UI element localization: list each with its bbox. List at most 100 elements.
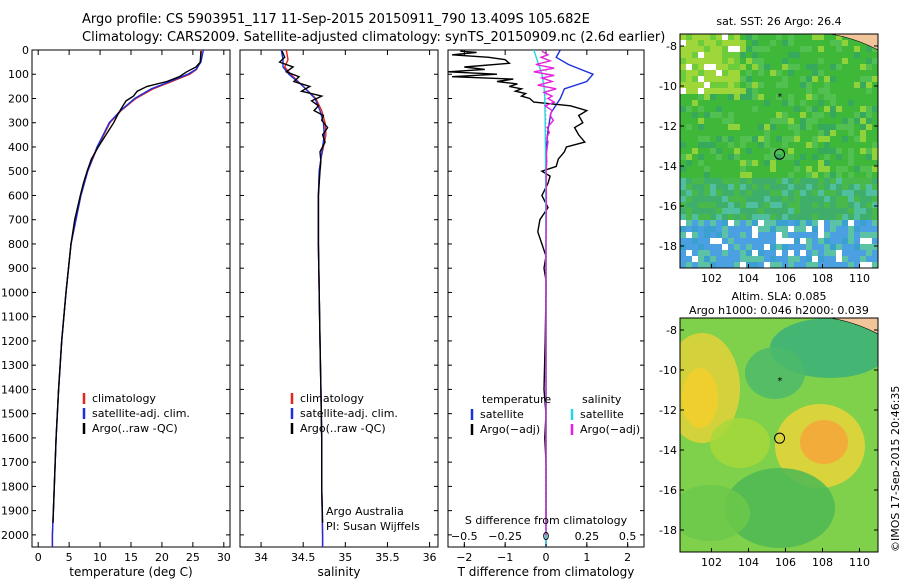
sst-cell bbox=[698, 100, 704, 106]
sst-cell bbox=[704, 184, 710, 190]
sst-cell bbox=[830, 118, 836, 124]
temperature-xtick-label: 10 bbox=[93, 551, 107, 564]
sst-cell bbox=[776, 172, 782, 178]
sst-cell bbox=[818, 238, 824, 244]
sst-cell bbox=[746, 112, 752, 118]
sst-cell bbox=[740, 142, 746, 148]
sst-cell bbox=[776, 70, 782, 76]
sst-cell bbox=[866, 58, 872, 64]
figure-title-line-1: Argo profile: CS 5903951_117 11-Sep-2015… bbox=[82, 12, 590, 27]
sst-cell bbox=[818, 196, 824, 202]
sst-cell bbox=[842, 46, 848, 52]
sst-cell bbox=[782, 220, 788, 226]
sst-cell bbox=[812, 76, 818, 82]
sst-cell bbox=[758, 46, 764, 52]
sst-cell bbox=[776, 262, 782, 268]
sst-cell bbox=[824, 64, 830, 70]
sst-cell bbox=[818, 124, 824, 130]
sst-cell bbox=[866, 88, 872, 94]
sst-cell bbox=[716, 112, 722, 118]
sst-cell bbox=[794, 76, 800, 82]
sst-cell bbox=[776, 190, 782, 196]
sst-cell bbox=[782, 202, 788, 208]
s-axis-tick-label: −0.25 bbox=[488, 530, 522, 543]
legend-label: climatology bbox=[92, 392, 156, 405]
sst-cell bbox=[860, 82, 866, 88]
sst-cell bbox=[812, 190, 818, 196]
sst-cell bbox=[716, 178, 722, 184]
annotation-line: PI: Susan Wijffels bbox=[326, 520, 420, 533]
sst-cell bbox=[842, 208, 848, 214]
sst-cell bbox=[764, 154, 770, 160]
sst-cell bbox=[830, 166, 836, 172]
sst-cell bbox=[794, 100, 800, 106]
sst-cell bbox=[722, 64, 728, 70]
sst-cell bbox=[788, 226, 794, 232]
depth-tick-label: 200 bbox=[8, 92, 29, 105]
sst-cell bbox=[746, 250, 752, 256]
sst-cell bbox=[782, 58, 788, 64]
sst-cell bbox=[758, 100, 764, 106]
sst-cell bbox=[722, 34, 728, 40]
sst-cell bbox=[710, 208, 716, 214]
sst-cell bbox=[788, 100, 794, 106]
sst-cell bbox=[782, 214, 788, 220]
sst-cell bbox=[818, 58, 824, 64]
sst-cell bbox=[758, 178, 764, 184]
sst-cell bbox=[848, 196, 854, 202]
sst-cell bbox=[746, 124, 752, 130]
sst-cell bbox=[818, 226, 824, 232]
sst-cell bbox=[800, 112, 806, 118]
sst-cell bbox=[740, 148, 746, 154]
sst-cell bbox=[734, 136, 740, 142]
sst-cell bbox=[704, 238, 710, 244]
sst-cell bbox=[842, 256, 848, 262]
sst-cell bbox=[788, 52, 794, 58]
sst-cell bbox=[752, 178, 758, 184]
sst-cell bbox=[764, 148, 770, 154]
sst-cell bbox=[794, 58, 800, 64]
sst-cell bbox=[692, 106, 698, 112]
sst-cell bbox=[866, 208, 872, 214]
annotation-line: Argo Australia bbox=[326, 505, 404, 518]
sst-cell bbox=[770, 226, 776, 232]
sst-cell bbox=[716, 64, 722, 70]
sst-cell bbox=[824, 46, 830, 52]
sst-cell bbox=[686, 244, 692, 250]
sst-cell bbox=[758, 166, 764, 172]
sst-cell bbox=[818, 40, 824, 46]
sst-cell bbox=[812, 58, 818, 64]
sst-cell bbox=[722, 94, 728, 100]
sst-cell bbox=[764, 40, 770, 46]
sst-cell bbox=[824, 142, 830, 148]
temperature-xtick-label: 0 bbox=[35, 551, 42, 564]
sst-cell bbox=[836, 208, 842, 214]
sst-cell bbox=[686, 112, 692, 118]
sst-cell bbox=[716, 88, 722, 94]
sst-cell bbox=[806, 190, 812, 196]
sst-cell bbox=[740, 52, 746, 58]
sst-cell bbox=[746, 166, 752, 172]
sst-cell bbox=[782, 142, 788, 148]
sst-cell bbox=[758, 208, 764, 214]
legend-label: Argo(..raw -QC) bbox=[300, 422, 386, 435]
sst-map-xtick-label: 110 bbox=[849, 272, 870, 285]
sst-cell bbox=[800, 58, 806, 64]
sst-cell bbox=[722, 262, 728, 268]
sst-cell bbox=[716, 262, 722, 268]
sst-cell bbox=[680, 238, 686, 244]
sst-cell bbox=[734, 190, 740, 196]
sst-cell bbox=[848, 40, 854, 46]
sst-cell bbox=[752, 232, 758, 238]
sst-cell bbox=[686, 214, 692, 220]
sst-cell bbox=[722, 160, 728, 166]
sst-cell bbox=[842, 178, 848, 184]
sst-cell bbox=[794, 220, 800, 226]
sst-map-xtick-label: 104 bbox=[738, 272, 759, 285]
sst-cell bbox=[746, 142, 752, 148]
temperature-series-argo-raw-qc- bbox=[52, 51, 202, 523]
sst-cell bbox=[698, 262, 704, 268]
sst-cell bbox=[812, 142, 818, 148]
sst-cell bbox=[794, 112, 800, 118]
sst-cell bbox=[830, 196, 836, 202]
